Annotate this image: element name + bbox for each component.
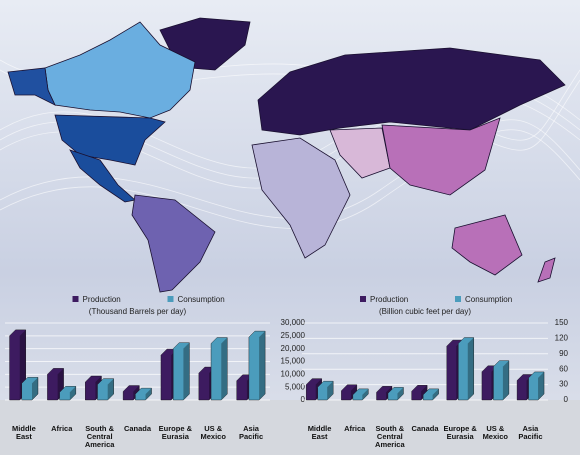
bar-shade: [538, 371, 545, 400]
x-tick-label: Africa: [51, 424, 73, 433]
middle-east: [329, 127, 391, 179]
x-tick-label: US & Mexico: [200, 424, 226, 441]
bar: [387, 387, 404, 401]
legend-swatch: [72, 296, 79, 302]
bar: [135, 387, 152, 401]
x-tick-label: Middle East: [307, 424, 332, 441]
bar: [458, 337, 474, 401]
y-tick-label: 0: [564, 395, 569, 404]
bar: [248, 330, 266, 401]
y-tick-label: 60: [559, 364, 568, 373]
bar-shade: [397, 387, 404, 400]
bar: [172, 342, 190, 401]
bar: [59, 386, 77, 401]
bar-shade: [107, 378, 114, 400]
x-tick-label: Africa: [344, 424, 366, 433]
legend-swatch: [455, 296, 461, 302]
y-tick-label: 20,000: [281, 344, 306, 353]
bar-shade: [133, 385, 140, 400]
bar-shade: [145, 388, 152, 400]
bar: [21, 377, 39, 401]
y-tick-label: 90: [559, 349, 568, 358]
legend-swatch: [360, 296, 366, 302]
x-tick-label: South & Central America: [375, 424, 405, 449]
bar-shade: [221, 337, 228, 400]
bar: [9, 329, 26, 401]
y-tick-label: 150: [555, 318, 569, 327]
asia-pacific: [381, 117, 501, 196]
y-tick-label: 10,000: [281, 369, 306, 378]
bar-shade: [69, 386, 76, 400]
bar-shade: [183, 342, 190, 400]
x-tick-label: Canada: [123, 424, 152, 433]
usa: [54, 114, 166, 166]
bar: [210, 337, 228, 401]
x-tick-label: Europe & Eurasia: [158, 424, 193, 441]
bar-shade: [432, 388, 439, 400]
bar: [422, 388, 439, 401]
y-tick-label: 15,000: [281, 357, 306, 366]
y-tick-label: 120: [555, 334, 569, 343]
bar-shade: [467, 337, 474, 400]
y-tick-label: 5,000: [285, 382, 306, 391]
africa: [251, 137, 351, 259]
bar-shade: [327, 381, 334, 400]
bar-shade: [502, 360, 509, 400]
bar: [317, 380, 334, 401]
x-tick-label: Europe & Eurasia: [443, 424, 477, 441]
x-tick-label: Canada: [411, 424, 439, 433]
x-tick-label: Asia Pacific: [238, 424, 264, 441]
europe-eurasia: [257, 47, 566, 136]
x-tick-label: Middle East: [12, 424, 36, 441]
canada: [44, 21, 196, 119]
australia: [451, 214, 523, 276]
y-tick-label: 30: [559, 380, 568, 389]
x-tick-label: Asia Pacific: [518, 424, 543, 441]
legend-label: Production: [83, 295, 121, 304]
bar-shade: [259, 331, 266, 400]
x-tick-label: US & Mexico: [482, 424, 508, 441]
bar: [97, 378, 114, 401]
y-tick-label: 25,000: [281, 331, 306, 340]
bar-shade: [350, 384, 357, 400]
legend-swatch: [167, 296, 174, 302]
legend-label: Consumption: [465, 295, 512, 304]
legend-label: Production: [370, 295, 408, 304]
floor: [0, 400, 580, 455]
bar-shade: [31, 377, 38, 400]
y-tick-label: 30,000: [281, 318, 306, 327]
bar: [352, 388, 369, 401]
chart-subtitle: (Thousand Barrels per day): [89, 307, 187, 316]
bar-shade: [362, 388, 369, 400]
bar: [528, 371, 545, 401]
x-tick-label: South & Central America: [84, 424, 115, 449]
bar: [493, 360, 510, 401]
bar-shade: [421, 385, 428, 400]
south-america: [131, 194, 216, 293]
legend-label: Consumption: [178, 295, 225, 304]
chart-subtitle: (Billion cubic feet per day): [379, 307, 471, 316]
alaska: [7, 67, 56, 106]
world-map: [7, 17, 566, 293]
new-zealand: [537, 257, 556, 283]
central-america: [69, 149, 136, 203]
